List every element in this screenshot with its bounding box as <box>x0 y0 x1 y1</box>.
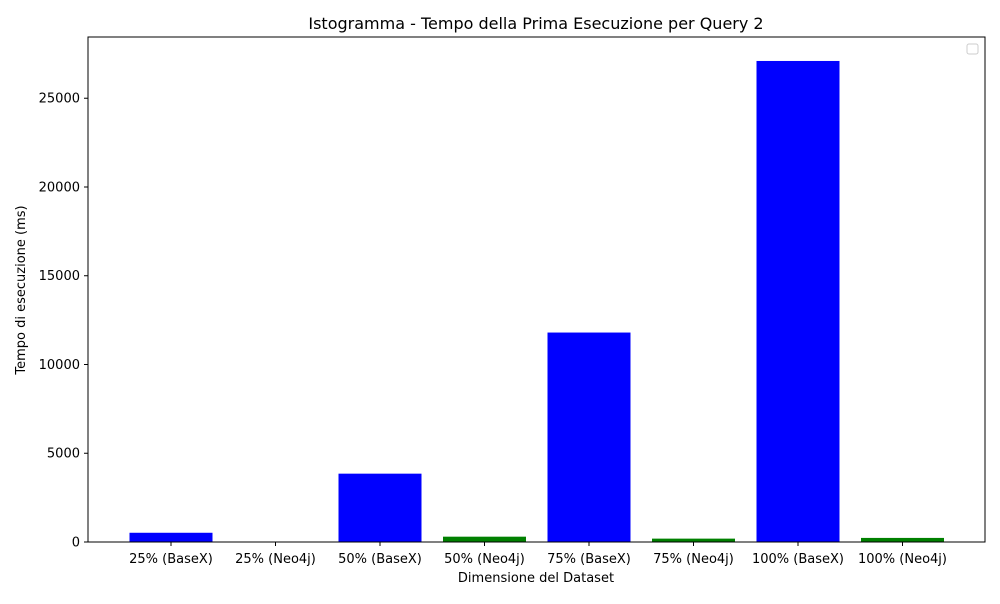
x-tick-label-7: 100% (Neo4j) <box>858 552 947 567</box>
y-tick-label-0: 0 <box>72 536 80 551</box>
y-tick-label-1: 5000 <box>47 447 80 462</box>
bar-6 <box>757 61 840 542</box>
bar-7 <box>861 538 944 542</box>
bar-0 <box>130 533 213 542</box>
x-tick-label-0: 25% (BaseX) <box>129 552 213 567</box>
y-tick-label-2: 10000 <box>39 358 80 373</box>
legend-box <box>967 44 978 54</box>
x-axis: 25% (BaseX) 25% (Neo4j) 50% (BaseX) 50% (Ne… <box>129 542 947 567</box>
plot-frame <box>88 37 985 542</box>
y-axis: 0 5000 10000 15000 20000 25000 <box>39 92 88 551</box>
y-tick-label-5: 25000 <box>39 92 80 107</box>
bar-3 <box>443 537 526 542</box>
x-tick-label-4: 75% (BaseX) <box>547 552 631 567</box>
y-tick-label-3: 15000 <box>39 269 80 284</box>
x-tick-label-2: 50% (BaseX) <box>338 552 422 567</box>
x-tick-label-5: 75% (Neo4j) <box>653 552 734 567</box>
y-tick-label-4: 20000 <box>39 180 80 195</box>
x-tick-label-6: 100% (BaseX) <box>752 552 844 567</box>
bars-group <box>130 61 945 542</box>
bar-5 <box>652 539 735 542</box>
x-tick-label-1: 25% (Neo4j) <box>235 552 316 567</box>
chart-title: Istogramma - Tempo della Prima Esecuzion… <box>308 14 763 33</box>
bar-2 <box>339 474 422 542</box>
x-axis-title: Dimensione del Dataset <box>458 571 614 586</box>
x-tick-label-3: 50% (Neo4j) <box>444 552 525 567</box>
y-axis-title: Tempo di esecuzione (ms) <box>14 205 29 375</box>
bar-4 <box>548 333 631 542</box>
